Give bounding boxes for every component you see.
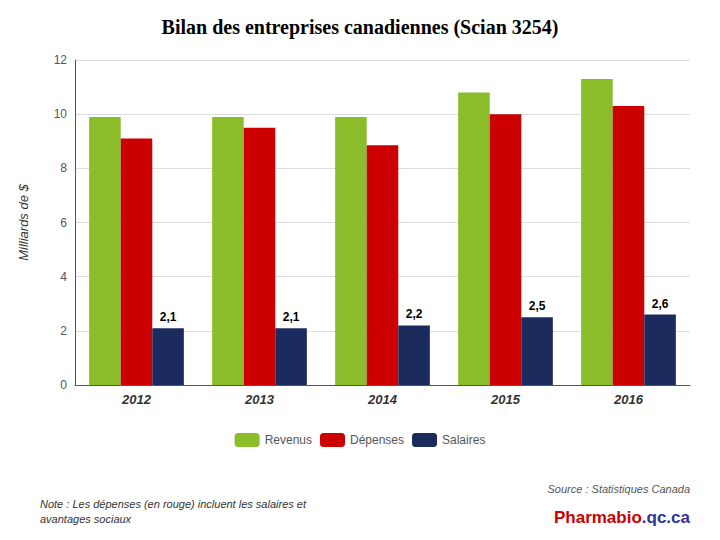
svg-text:4: 4 xyxy=(60,270,67,284)
svg-text:2015: 2015 xyxy=(490,392,521,407)
svg-text:2,1: 2,1 xyxy=(283,310,300,324)
svg-text:avantages sociaux: avantages sociaux xyxy=(40,513,132,525)
svg-text:2,5: 2,5 xyxy=(529,299,546,313)
svg-text:Pharmabio: Pharmabio xyxy=(554,508,642,527)
svg-text:Revenus: Revenus xyxy=(265,433,312,447)
svg-text:Dépenses: Dépenses xyxy=(350,433,404,447)
svg-text:10: 10 xyxy=(54,107,68,121)
svg-text:.qc.ca: .qc.ca xyxy=(642,508,691,527)
svg-text:2,6: 2,6 xyxy=(652,297,669,311)
svg-text:Source : Statistiques Canada: Source : Statistiques Canada xyxy=(548,483,690,495)
svg-text:2,2: 2,2 xyxy=(406,307,423,321)
svg-text:Salaires: Salaires xyxy=(442,433,485,447)
svg-text:Bilan des entreprises canadien: Bilan des entreprises canadiennes (Scian… xyxy=(162,16,559,39)
svg-text:12: 12 xyxy=(54,53,68,67)
svg-text:8: 8 xyxy=(60,161,67,175)
svg-text:2014: 2014 xyxy=(367,392,398,407)
svg-text:2,1: 2,1 xyxy=(160,310,177,324)
svg-text:2012: 2012 xyxy=(121,392,152,407)
svg-text:2: 2 xyxy=(60,324,67,338)
svg-text:Milliards de $: Milliards de $ xyxy=(16,183,31,260)
svg-text:6: 6 xyxy=(60,216,67,230)
svg-text:2013: 2013 xyxy=(244,392,275,407)
svg-text:0: 0 xyxy=(60,378,67,392)
svg-text:Note : Les dépenses (en rouge): Note : Les dépenses (en rouge) incluent … xyxy=(40,498,307,510)
svg-text:2016: 2016 xyxy=(613,392,644,407)
